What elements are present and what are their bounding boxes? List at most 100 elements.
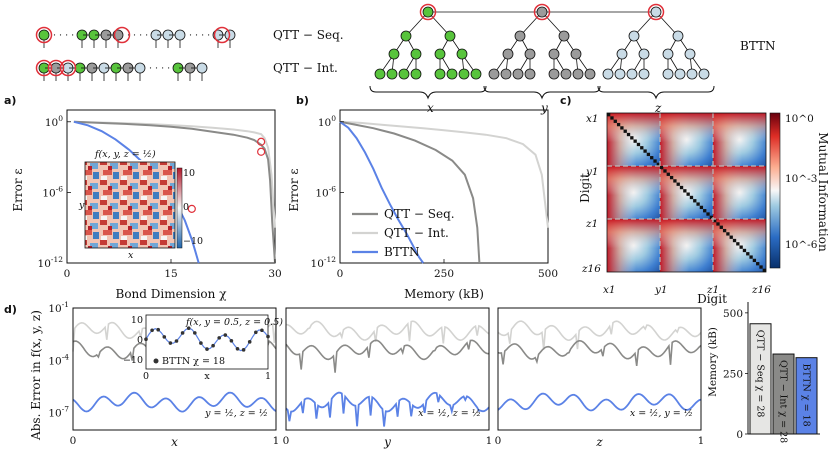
tree-node — [470, 68, 482, 80]
mem-bar-label-0: QTT − Seq χ = 28 — [755, 330, 766, 418]
mi-diagonal-cell — [669, 175, 674, 180]
pb-line-bttn — [339, 120, 425, 264]
mi-diagonal-cell — [722, 228, 727, 233]
chain-ellipsis: · · · · — [189, 30, 210, 41]
pd-axes-frame — [285, 307, 490, 431]
pa-ytick-2: 10-12 — [38, 255, 64, 270]
tree-y-label: y — [540, 101, 548, 115]
pa-marker — [257, 137, 266, 146]
mi-diagonal-cell — [676, 182, 680, 186]
tree-z-label: z — [654, 101, 662, 115]
mi-diagonal-cell — [726, 232, 730, 236]
pa-ytick-0: 100 — [45, 114, 63, 129]
pd-inset-point — [199, 341, 203, 345]
tree-node — [602, 68, 614, 80]
chain-ellipsis: · · · · — [53, 30, 74, 41]
tree-node — [398, 68, 410, 80]
legend-bttn: BTTN — [384, 245, 420, 259]
mi-xtick-0: x1 — [603, 284, 616, 296]
pb-xtick-1: 250 — [434, 268, 454, 280]
panel-b-series — [339, 120, 549, 264]
pd-inset-point — [156, 327, 160, 332]
mi-diagonal-cell — [719, 225, 723, 229]
pd-line-qttseq — [285, 339, 490, 373]
pd-xtick-1: 1 — [698, 435, 705, 447]
mi-diagonal-cell — [607, 113, 611, 117]
chain-node — [174, 29, 186, 41]
mi-diagonal-cell — [716, 222, 720, 226]
mi-diagonal-cell — [610, 116, 614, 120]
tree-node — [584, 68, 596, 80]
pd-inset-point — [150, 328, 154, 333]
pd-inset-point — [211, 343, 215, 348]
pd-xtick-1: 1 — [273, 435, 280, 447]
pd-inset-point — [247, 340, 252, 344]
tree-node — [662, 68, 674, 80]
pa-ytick-1: 10-6 — [42, 184, 63, 199]
pb-ytick-2: 10-12 — [311, 255, 337, 270]
tree-node — [434, 48, 446, 60]
tree-node — [662, 48, 674, 60]
tree-node — [444, 30, 456, 42]
inset-cbar-tick-2: −10 — [183, 236, 203, 247]
bttn-label: BTTN — [740, 39, 776, 53]
pa-xtick-0: 0 — [64, 268, 71, 280]
tree-node — [514, 30, 526, 42]
mi-diagonal-cell — [640, 146, 644, 150]
mi-cbar-tick-1: 10^-3 — [785, 173, 817, 185]
mi-block-high — [607, 166, 660, 196]
panel-b-legend: QTT − Seq. QTT − Int. BTTN — [352, 207, 455, 259]
mi-cbar-tick-0: 10^0 — [785, 113, 814, 125]
chain-marker-ring — [113, 26, 131, 44]
inset-cbar-tick-0: 10 — [183, 168, 195, 179]
pd-xtick-0: 0 — [70, 435, 77, 447]
mi-diagonal-cell — [689, 195, 694, 200]
mi-diagonal-cell — [756, 262, 760, 266]
mi-ytick-0: x1 — [586, 113, 599, 125]
mi-diagonal-cell — [762, 268, 766, 272]
tree-node — [570, 48, 582, 60]
chain-ellipsis: · · · · — [127, 30, 148, 41]
pd-line-bttn — [285, 391, 490, 427]
pd-xlabel: z — [595, 435, 603, 449]
pd-ytick-1: 10-4 — [48, 352, 69, 367]
tree-node — [502, 48, 514, 60]
pd-xtick-0: 0 — [495, 435, 502, 447]
panel-b-ylabel: Error ε — [287, 168, 301, 211]
mem-ytick-0: 0 — [736, 429, 743, 441]
tree-node — [458, 68, 470, 80]
mem-ytick-1: 250 — [723, 368, 743, 380]
tree-node — [626, 68, 638, 80]
chain-marker-ring — [35, 26, 53, 44]
tree-root-marker — [533, 3, 551, 21]
mi-ytick-2: z1 — [585, 218, 598, 230]
mi-block-high — [713, 113, 766, 143]
pd-xtick-0: 0 — [283, 435, 290, 447]
pd-inset-point — [205, 347, 209, 351]
tree-root-marker — [647, 3, 665, 21]
mi-diagonal-cell — [713, 219, 717, 223]
mi-diagonal-cell — [650, 156, 654, 160]
pd-inset-point — [254, 330, 258, 335]
pd-inset-ytick-0: 10 — [131, 315, 143, 326]
pb-line-qttint — [339, 120, 549, 228]
pd-inset-point — [223, 333, 228, 337]
tree-node — [524, 48, 536, 60]
tree-braces — [369, 85, 715, 100]
tree-edge — [541, 11, 565, 37]
qtt-chain-diagrams: · · · · · · · · · · · · · · · · QTT − Seq.… — [35, 26, 344, 81]
pa-line-qttseq — [73, 120, 276, 264]
mi-diagonal-cell — [616, 122, 621, 127]
pd-axes-frame — [72, 307, 277, 431]
mi-diagonal-cell — [749, 255, 753, 259]
qtt-int-label: QTT − Int. — [273, 61, 338, 75]
pb-xtick-0: 0 — [337, 268, 344, 280]
mi-diagonal-cell — [653, 159, 657, 163]
pd-inset-xtick-0: 0 — [143, 371, 149, 382]
pd-inset-point — [217, 336, 221, 340]
mem-bar-label-2: BTTN χ = 18 — [801, 364, 812, 427]
tree-node — [628, 30, 640, 42]
